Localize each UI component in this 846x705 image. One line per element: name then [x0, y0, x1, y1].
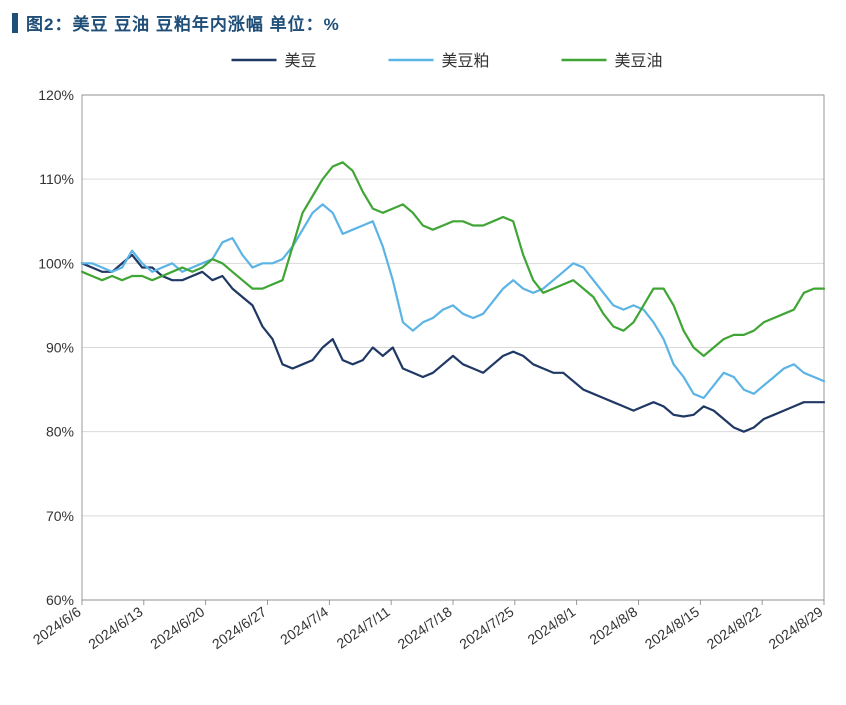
title-marker [12, 13, 18, 33]
svg-text:美豆油: 美豆油 [615, 52, 663, 70]
svg-text:90%: 90% [46, 340, 74, 356]
chart-title-bar: 图2：美豆 豆油 豆粕年内涨幅 单位：% [12, 10, 340, 35]
svg-text:80%: 80% [46, 424, 74, 440]
chart-title: 图2：美豆 豆油 豆粕年内涨幅 单位：% [26, 10, 340, 35]
svg-text:100%: 100% [38, 255, 74, 271]
svg-text:美豆粕: 美豆粕 [442, 52, 490, 70]
svg-text:120%: 120% [38, 87, 74, 103]
svg-text:110%: 110% [39, 171, 74, 187]
svg-text:70%: 70% [46, 508, 74, 524]
svg-text:美豆: 美豆 [285, 52, 317, 70]
line-chart-svg: 60%70%80%90%100%110%120%2024/6/62024/6/1… [12, 40, 834, 690]
chart-area: 60%70%80%90%100%110%120%2024/6/62024/6/1… [12, 40, 834, 690]
